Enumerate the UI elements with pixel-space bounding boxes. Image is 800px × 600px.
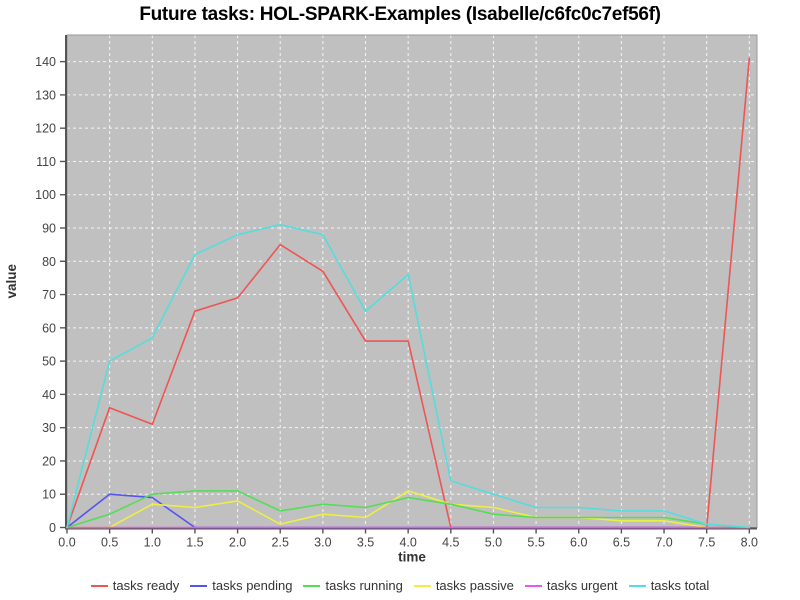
x-tick-label: 7.5	[698, 536, 715, 550]
legend-item-tasks-urgent: tasks urgent	[524, 578, 618, 593]
legend-item-tasks-pending: tasks pending	[190, 578, 292, 593]
legend-label: tasks ready	[112, 578, 180, 593]
legend-swatch	[190, 584, 208, 587]
y-tick-label: 70	[42, 288, 56, 302]
legend: tasks ready tasks pending tasks running tas…	[0, 578, 800, 593]
legend-swatch	[90, 584, 108, 587]
legend-label: tasks passive	[435, 578, 514, 593]
legend-label: tasks running	[325, 578, 403, 593]
y-tick-label: 130	[35, 88, 56, 102]
y-tick-label: 140	[35, 55, 56, 69]
y-axis-title: value	[4, 264, 19, 299]
x-tick-label: 3.0	[314, 536, 331, 550]
x-tick-label: 7.0	[655, 536, 672, 550]
x-tick-label: 0.5	[101, 536, 118, 550]
series-line-tasks-passive	[66, 490, 751, 529]
chart-title: Future tasks: HOL-SPARK-Examples (Isabel…	[139, 4, 661, 25]
x-axis-title: time	[398, 550, 426, 565]
y-tick-label: 80	[42, 255, 56, 269]
x-tick-label: 6.5	[613, 536, 630, 550]
legend-item-tasks-passive: tasks passive	[413, 578, 514, 593]
y-tick-label: 60	[42, 321, 56, 335]
x-tick-label: 2.5	[272, 536, 289, 550]
y-tick-label: 110	[36, 155, 56, 169]
series-line-tasks-running	[66, 490, 751, 529]
x-tick-label: 2.0	[229, 536, 246, 550]
series-line-tasks-total	[66, 223, 751, 529]
x-tick-label: 1.0	[144, 536, 161, 550]
legend-item-tasks-total: tasks total	[628, 578, 710, 593]
legend-label: tasks total	[650, 578, 710, 593]
legend-swatch	[524, 584, 542, 587]
plot-area	[67, 35, 757, 528]
y-tick-label: 20	[42, 454, 56, 468]
x-tick-label: 3.5	[357, 536, 374, 550]
y-tick-label: 0	[49, 521, 56, 535]
y-tick-label: 30	[42, 421, 56, 435]
legend-label: tasks urgent	[546, 578, 618, 593]
legend-swatch	[413, 584, 431, 587]
legend-swatch	[628, 584, 646, 587]
x-tick-label: 4.5	[442, 536, 459, 550]
y-tick-label: 90	[42, 222, 56, 236]
legend-item-tasks-ready: tasks ready	[90, 578, 180, 593]
legend-label: tasks pending	[212, 578, 293, 593]
y-tick-label: 120	[35, 122, 56, 136]
x-tick-label: 6.0	[570, 536, 587, 550]
y-tick-label: 50	[42, 355, 56, 369]
y-tick-label: 100	[35, 188, 56, 202]
x-tick-label: 4.0	[399, 536, 416, 550]
x-tick-label: 5.0	[485, 536, 502, 550]
x-tick-label: 1.5	[186, 536, 203, 550]
y-tick-label: 10	[42, 488, 56, 502]
x-tick-label: 0.0	[58, 536, 75, 550]
legend-item-tasks-running: tasks running	[303, 578, 403, 593]
x-tick-label: 5.5	[527, 536, 544, 550]
x-tick-label: 8.0	[741, 536, 758, 550]
legend-swatch	[303, 584, 321, 587]
y-tick-label: 40	[42, 388, 56, 402]
